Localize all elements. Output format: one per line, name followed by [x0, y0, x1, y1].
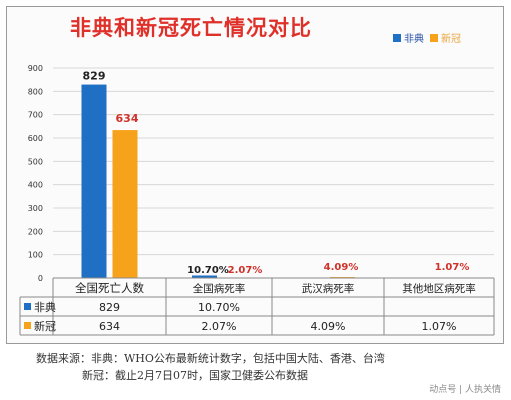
y-tick-label: 500 — [28, 157, 43, 166]
legend-label-covid: 新冠 — [441, 34, 461, 45]
table-cell: 10.70% — [198, 301, 240, 314]
y-tick-label: 800 — [28, 87, 43, 96]
table-header-3: 其他地区病死率 — [402, 282, 476, 295]
watermark: 动点号 | 人执关情 — [429, 385, 501, 395]
bar-covid-deaths — [112, 130, 138, 278]
y-tick-label: 200 — [28, 227, 43, 236]
chart-title: 非典和新冠死亡情况对比 — [70, 16, 312, 40]
table-cell: 829 — [99, 301, 120, 314]
row-header-0: 非典 — [34, 300, 56, 314]
y-tick-label: 400 — [28, 181, 43, 190]
y-tick-label: 900 — [28, 64, 43, 73]
row-swatch-1 — [24, 322, 31, 329]
legend-item-sars: 非典 — [393, 30, 424, 45]
data-label-covid-national-rate: 2.07% — [228, 265, 263, 276]
table-header-2: 武汉病死率 — [302, 282, 355, 295]
footnote-line-2: 新冠：截止2月7日07时，国家卫健委公布数据 — [82, 369, 308, 382]
legend-swatch-sars — [393, 33, 401, 42]
table-cell: 1.07% — [422, 320, 457, 333]
data-label-sars-deaths: 829 — [83, 70, 106, 83]
row-swatch-0 — [24, 303, 31, 310]
row-header-1: 新冠 — [34, 319, 56, 333]
data-label-sars-national-rate: 10.70% — [187, 265, 229, 276]
y-tick-label: 300 — [28, 204, 43, 213]
bar-chart: 0 100 200 300 400 500 600 700 800 900 829 634 10.70%… — [19, 64, 495, 336]
y-tick-label: 700 — [28, 111, 43, 120]
bar-sars-1 — [192, 275, 217, 278]
data-label-covid-wuhan-rate: 4.09% — [324, 262, 359, 273]
table-cell: 2.07% — [202, 320, 237, 333]
legend-label-sars: 非典 — [404, 34, 424, 45]
table-header-0: 全国死亡人数 — [75, 281, 144, 295]
y-tick-label: 100 — [28, 251, 43, 260]
legend: 非典 新冠 — [393, 30, 467, 45]
footnote-line-1: 数据来源：非典：WHO公布最新统计数字，包括中国大陆、香港、台湾 — [36, 352, 385, 365]
data-label-covid-other-rate: 1.07% — [435, 262, 470, 273]
data-label-covid-deaths: 634 — [116, 112, 139, 125]
y-tick-label: 0 — [38, 274, 43, 283]
bar-sars-deaths — [81, 84, 107, 278]
table-cell: 4.09% — [311, 320, 346, 333]
table-header-1: 全国病死率 — [193, 282, 246, 295]
table-cell: 634 — [99, 320, 120, 333]
legend-swatch-covid — [430, 33, 438, 42]
legend-item-covid: 新冠 — [430, 30, 461, 45]
y-tick-label: 600 — [28, 134, 43, 143]
